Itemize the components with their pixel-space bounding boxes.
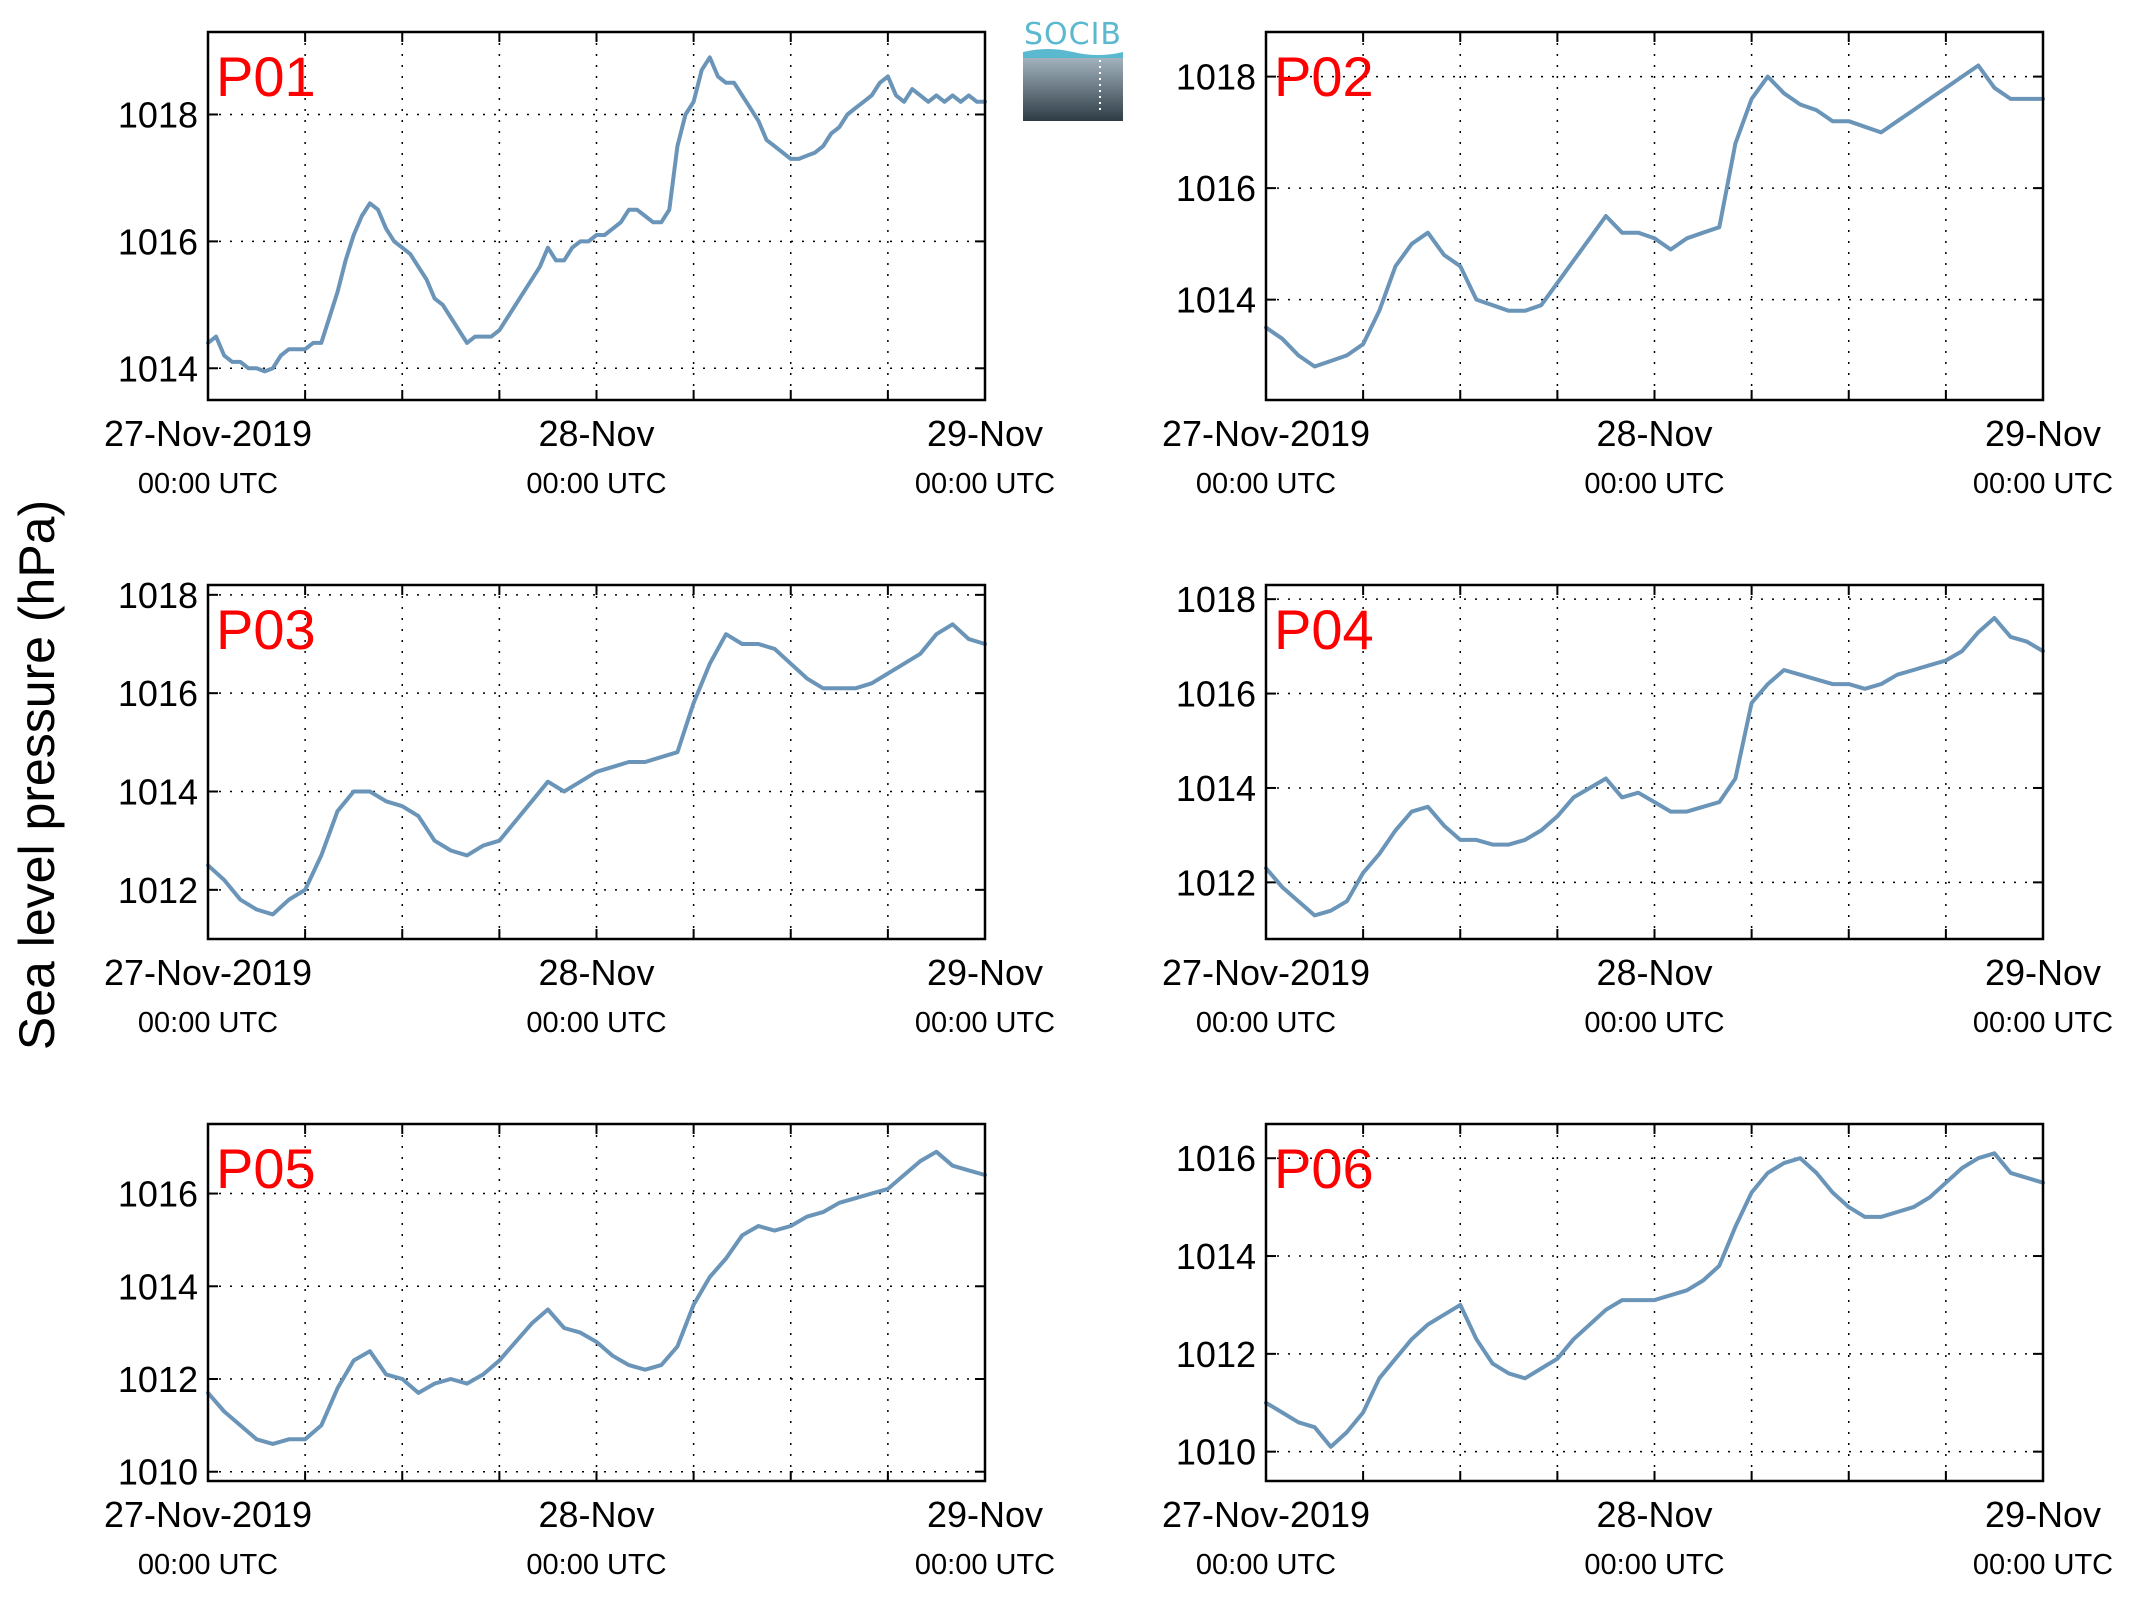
y-tick-label: 1016 (118, 1174, 198, 1215)
data-line (206, 1149, 987, 1446)
y-tick-label: 1018 (1176, 579, 1256, 620)
y-tick-label: 1018 (118, 94, 198, 135)
x-tick-label: 27-Nov-2019 (104, 952, 312, 993)
axes-frame (206, 1122, 987, 1483)
x-tick-label: 27-Nov-2019 (104, 1494, 312, 1535)
panel-label: P04 (1274, 598, 1374, 661)
x-tick-label: 28-Nov (538, 952, 654, 993)
x-tick-sublabel: 00:00 UTC (526, 468, 666, 500)
x-tick-label: 29-Nov (927, 1494, 1043, 1535)
x-tick-sublabel: 00:00 UTC (1584, 1549, 1724, 1581)
axes-frame (1264, 30, 2045, 402)
x-tick-label: 29-Nov (927, 413, 1043, 454)
x-tick-label: 28-Nov (1596, 952, 1712, 993)
x-tick-label: 28-Nov (1596, 413, 1712, 454)
y-tick-label: 1010 (118, 1452, 198, 1493)
y-axis-label: Sea level pressure (hPa) (9, 500, 65, 1050)
y-tick-label: 1014 (118, 1266, 198, 1307)
y-tick-label: 1018 (118, 575, 198, 616)
y-tick-label: 1016 (1176, 1138, 1256, 1179)
panel-label: P01 (216, 45, 316, 108)
x-tick-sublabel: 00:00 UTC (1196, 1007, 1336, 1039)
y-tick-label: 1014 (1176, 768, 1256, 809)
panel-p02: 1014 1016 1018 27-Nov-2019 00:00 UTC 28-Nov 00… (1162, 30, 2113, 500)
x-tick-label: 28-Nov (538, 1494, 654, 1535)
panel-p03: 1012 1014 1016 1018 27-Nov-2019 00:00 UTC 28-N… (104, 575, 1055, 1039)
x-tick-sublabel: 00:00 UTC (915, 1007, 1055, 1039)
x-tick-sublabel: 00:00 UTC (1584, 1007, 1724, 1039)
x-tick-sublabel: 00:00 UTC (138, 1549, 278, 1581)
data-line (206, 622, 987, 917)
y-tick-label: 1010 (1176, 1432, 1256, 1473)
x-tick-sublabel: 00:00 UTC (915, 1549, 1055, 1581)
axes-frame (206, 583, 987, 941)
panel-label: P03 (216, 598, 316, 661)
x-tick-sublabel: 00:00 UTC (1584, 468, 1724, 500)
y-tick-label: 1014 (1176, 280, 1256, 321)
x-tick-label: 27-Nov-2019 (1162, 413, 1370, 454)
x-tick-sublabel: 00:00 UTC (1973, 468, 2113, 500)
y-tick-label: 1014 (1176, 1236, 1256, 1277)
x-tick-sublabel: 00:00 UTC (1196, 468, 1336, 500)
x-tick-sublabel: 00:00 UTC (526, 1007, 666, 1039)
x-tick-label: 29-Nov (1985, 413, 2101, 454)
y-tick-label: 1012 (1176, 1334, 1256, 1375)
y-tick-label: 1016 (118, 673, 198, 714)
panel-p04: 1012 1014 1016 1018 27-Nov-2019 00:00 UTC 28-N… (1162, 579, 2113, 1039)
panel-label: P05 (216, 1137, 316, 1200)
y-tick-label: 1012 (118, 870, 198, 911)
socib-logo-wave (1023, 49, 1123, 58)
socib-logo-text: SOCIB (1024, 17, 1122, 52)
panels: 1014 1016 1018 27-Nov-2019 00:00 UTC 28-Nov 00… (104, 30, 2113, 1581)
axes-frame (1264, 1122, 2045, 1483)
x-tick-label: 29-Nov (1985, 1494, 2101, 1535)
x-tick-sublabel: 00:00 UTC (138, 1007, 278, 1039)
y-tick-label: 1014 (118, 772, 198, 813)
x-tick-label: 29-Nov (1985, 952, 2101, 993)
data-line (1264, 63, 2045, 369)
x-tick-sublabel: 00:00 UTC (1196, 1549, 1336, 1581)
x-tick-label: 28-Nov (538, 413, 654, 454)
panel-label: P06 (1274, 1137, 1374, 1200)
socib-logo-block (1023, 55, 1123, 121)
panel-label: P02 (1274, 45, 1374, 108)
x-tick-label: 29-Nov (927, 952, 1043, 993)
panel-p01: 1014 1016 1018 27-Nov-2019 00:00 UTC 28-Nov 00… (104, 30, 1055, 500)
axes-frame (1264, 583, 2045, 941)
panel-p05: 1010 1012 1014 1016 27-Nov-2019 00:00 UTC 28-N… (104, 1122, 1055, 1581)
x-tick-sublabel: 00:00 UTC (1973, 1007, 2113, 1039)
y-tick-label: 1018 (1176, 57, 1256, 98)
socib-logo: SOCIB (1023, 17, 1123, 121)
y-tick-label: 1016 (1176, 674, 1256, 715)
x-tick-sublabel: 00:00 UTC (526, 1549, 666, 1581)
axes-frame (206, 30, 987, 402)
x-tick-label: 27-Nov-2019 (1162, 952, 1370, 993)
x-tick-sublabel: 00:00 UTC (138, 468, 278, 500)
y-tick-label: 1016 (1176, 168, 1256, 209)
x-tick-label: 27-Nov-2019 (1162, 1494, 1370, 1535)
x-tick-label: 27-Nov-2019 (104, 413, 312, 454)
x-tick-sublabel: 00:00 UTC (1973, 1549, 2113, 1581)
data-line (1264, 616, 2045, 918)
y-tick-label: 1016 (118, 221, 198, 262)
x-tick-sublabel: 00:00 UTC (915, 468, 1055, 500)
y-tick-label: 1012 (118, 1359, 198, 1400)
y-tick-label: 1014 (118, 348, 198, 389)
x-tick-label: 28-Nov (1596, 1494, 1712, 1535)
data-line (1264, 1151, 2045, 1449)
y-tick-label: 1012 (1176, 862, 1256, 903)
panel-p06: 1010 1012 1014 1016 27-Nov-2019 00:00 UTC 28-N… (1162, 1122, 2113, 1581)
data-line (206, 55, 987, 374)
